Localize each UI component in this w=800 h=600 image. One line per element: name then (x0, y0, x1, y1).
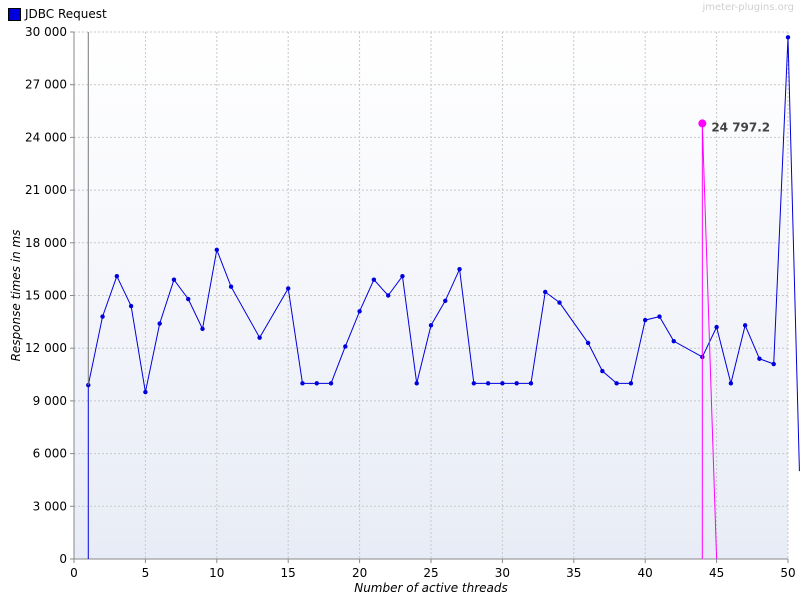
data-point (286, 286, 291, 291)
data-point (414, 381, 419, 386)
data-point (143, 389, 148, 395)
data-point (200, 326, 205, 332)
data-point (714, 324, 719, 330)
data-point (343, 344, 348, 349)
y-tick-label: 18 000 (25, 236, 67, 250)
x-tick-label: 35 (566, 566, 581, 580)
data-point (471, 381, 477, 386)
highlight-point (698, 119, 707, 128)
data-point (500, 381, 505, 386)
x-tick-label: 0 (70, 566, 78, 580)
data-point (557, 300, 562, 305)
data-point (528, 381, 534, 386)
data-point (514, 381, 519, 386)
y-tick-label: 12 000 (25, 341, 67, 355)
data-point (643, 317, 648, 323)
data-point (114, 273, 120, 279)
data-point (728, 381, 734, 386)
y-tick-label: 3 000 (33, 499, 67, 513)
y-tick-label: 27 000 (25, 78, 67, 92)
data-point (214, 247, 219, 253)
x-tick-label: 20 (352, 566, 367, 580)
data-point (585, 340, 591, 346)
y-axis-label: Response times in ms (9, 230, 23, 362)
y-tick-label: 0 (59, 552, 67, 566)
data-point (371, 277, 377, 282)
data-point (485, 381, 491, 386)
data-point (357, 309, 362, 314)
data-point (443, 298, 448, 303)
legend-swatch (8, 7, 21, 21)
data-point (385, 293, 391, 298)
x-tick-label: 30 (495, 566, 510, 580)
series-group (86, 32, 800, 560)
data-point (457, 266, 462, 272)
x-tick-label: 45 (709, 566, 724, 580)
data-point (157, 321, 162, 326)
data-point (757, 356, 762, 361)
y-tick-label: 6 000 (33, 447, 67, 461)
watermark: jmeter-plugins.org (702, 2, 794, 13)
x-tick-label: 15 (281, 566, 296, 580)
y-tick-label: 15 000 (25, 289, 67, 303)
y-tick-label: 24 000 (25, 130, 67, 144)
data-point (628, 381, 634, 386)
data-point (128, 303, 134, 309)
y-tick-label: 30 000 (25, 25, 67, 39)
x-axis-label: Number of active threads (354, 581, 508, 595)
legend: JDBC Request (8, 7, 107, 21)
data-point (771, 361, 776, 367)
data-point (100, 314, 105, 319)
data-point (300, 381, 305, 386)
legend-label: JDBC Request (25, 7, 107, 21)
data-point (428, 323, 434, 328)
x-tick-label: 25 (423, 566, 438, 580)
y-tick-label: 21 000 (25, 183, 67, 197)
data-point (600, 368, 605, 374)
data-point (328, 381, 334, 386)
y-tick-label: 9 000 (33, 394, 67, 408)
data-point (257, 335, 262, 340)
data-point (614, 381, 619, 386)
data-point (657, 314, 662, 319)
x-tick-label: 5 (142, 566, 150, 580)
data-point (671, 338, 676, 344)
annotation-label: 24 797.2 (711, 120, 770, 134)
x-tick-label: 10 (209, 566, 224, 580)
data-point (314, 381, 319, 386)
axes: 0 5 10 15 20 25 30 35 40 45 50 0 3 000 6 000 9 000 12 0… (25, 25, 796, 580)
x-tick-label: 40 (638, 566, 653, 580)
data-point (785, 35, 791, 40)
data-point (543, 289, 548, 295)
data-point (186, 296, 191, 302)
data-point (228, 284, 234, 289)
series-line-jdbc-request (87, 37, 800, 559)
x-tick-label: 50 (780, 566, 795, 580)
data-point (742, 323, 748, 328)
data-point (171, 277, 177, 282)
data-point (400, 273, 405, 279)
